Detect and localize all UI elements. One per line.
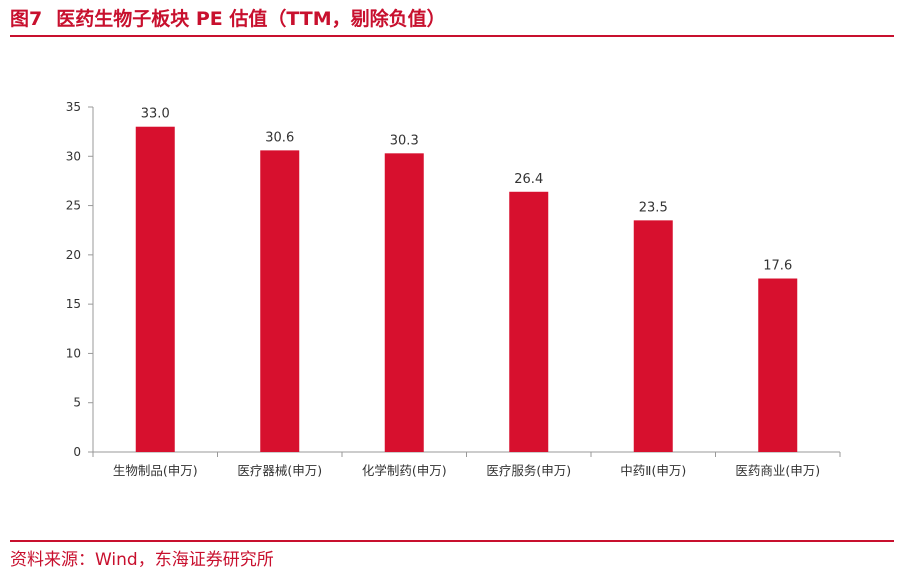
data-label-5: 23.5 — [639, 200, 668, 215]
bar-chart: 0 5 10 15 20 25 30 35 33.0 生物制品(申万) 30.6 医疗器械(申万) 30… — [66, 100, 841, 478]
data-label-2: 30.6 — [265, 130, 294, 145]
y-tick-label: 25 — [66, 199, 81, 213]
source-divider — [10, 540, 894, 542]
y-tick-label: 20 — [66, 248, 81, 262]
y-tick-label: 0 — [73, 445, 81, 459]
title-divider — [10, 35, 894, 37]
data-label-4: 26.4 — [514, 172, 543, 187]
source-note: 资料来源：Wind，东海证券研究所 — [10, 550, 274, 570]
y-tick-label: 30 — [66, 149, 81, 163]
category-label-6: 医药商业(申万) — [735, 463, 820, 478]
figure-number: 图7 — [10, 8, 43, 30]
category-label-5: 中药Ⅱ(申万) — [620, 463, 686, 478]
category-label-2: 医疗器械(申万) — [237, 463, 322, 478]
category-label-3: 化学制药(申万) — [362, 463, 447, 478]
bar-5 — [633, 220, 673, 452]
bar-2 — [260, 150, 300, 452]
y-tick-label: 5 — [73, 396, 81, 410]
y-tick-label: 15 — [66, 297, 81, 311]
bar-4 — [509, 191, 549, 452]
data-label-3: 30.3 — [390, 133, 419, 148]
bar-3 — [384, 153, 424, 453]
y-tick-label: 10 — [66, 346, 81, 360]
data-label-1: 33.0 — [141, 107, 170, 122]
category-label-4: 医疗服务(申万) — [486, 463, 571, 478]
figure-title: 图7 医药生物子板块 PE 估值（TTM，剔除负值） — [10, 4, 446, 31]
chart-title: 医药生物子板块 PE 估值（TTM，剔除负值） — [56, 8, 446, 30]
category-label-1: 生物制品(申万) — [113, 463, 198, 478]
data-label-6: 17.6 — [763, 259, 792, 274]
bar-6 — [758, 278, 798, 452]
y-tick-label: 35 — [66, 100, 81, 114]
bar-1 — [135, 126, 175, 452]
